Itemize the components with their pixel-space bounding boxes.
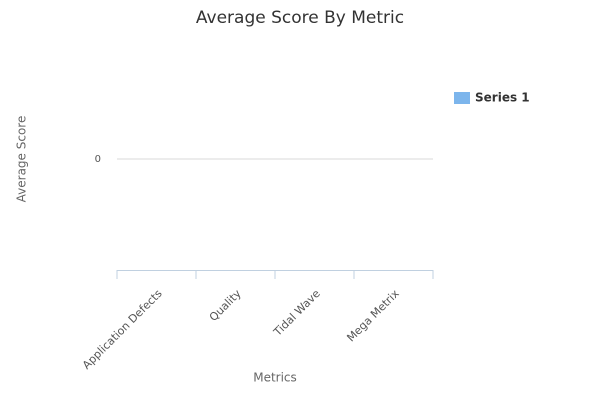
chart-title: Average Score By Metric <box>196 8 404 28</box>
x-tick-label: Mega Metrix <box>344 287 402 345</box>
x-axis-title: Metrics <box>253 371 297 385</box>
x-tick-label: Tidal Wave <box>270 287 322 339</box>
y-axis-title: Average Score <box>15 116 29 203</box>
legend-swatch <box>454 92 470 104</box>
legend-label[interactable]: Series 1 <box>475 91 530 105</box>
y-tick-label: 0 <box>95 154 101 165</box>
x-tick-label: Quality <box>207 287 244 324</box>
x-tick-label: Application Defects <box>80 287 165 372</box>
